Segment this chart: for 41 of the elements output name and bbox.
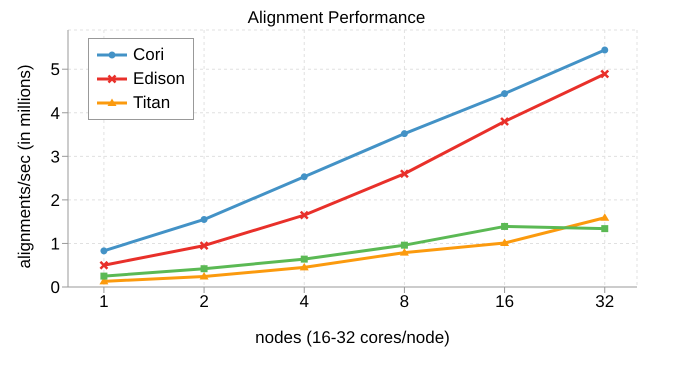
y-tick-label: 2 [50, 190, 60, 210]
x-tick-label: 1 [99, 292, 109, 312]
y-tick-label: 0 [50, 278, 60, 298]
point [501, 222, 508, 230]
legend-label: Titan [133, 93, 170, 113]
point [300, 262, 309, 270]
x-tick-label: 16 [495, 292, 514, 312]
x-tick-label: 8 [400, 292, 410, 312]
point [99, 260, 109, 270]
x-tick-label: 2 [199, 292, 209, 312]
point [400, 248, 409, 256]
y-tick-label: 4 [50, 104, 60, 123]
point [501, 90, 508, 98]
point [200, 272, 209, 280]
point [600, 213, 610, 221]
legend-label: Edison [133, 69, 185, 89]
point [300, 173, 308, 180]
y-axis-title: alignments/sec (in millions) [15, 64, 34, 268]
x-tick-label: 32 [595, 292, 614, 312]
point [100, 247, 108, 254]
point [400, 168, 410, 178]
point [300, 256, 308, 263]
point [100, 272, 108, 280]
point [199, 240, 209, 250]
y-tick-label: 5 [50, 60, 60, 80]
x-axis-title: nodes (16-32 cores/node) [255, 328, 450, 347]
point [400, 242, 408, 249]
point [500, 238, 510, 246]
y-tick-label: 3 [50, 147, 60, 166]
point [299, 210, 309, 220]
point [500, 116, 510, 126]
point [601, 225, 608, 232]
x-tick-label: 4 [300, 292, 309, 312]
point [600, 69, 610, 79]
point [601, 46, 608, 54]
point [200, 216, 208, 223]
chart-title: Alignment Performance [246, 8, 426, 28]
point [400, 130, 408, 138]
point [200, 265, 208, 272]
y-tick-label: 1 [50, 234, 60, 254]
legend-label: Cori [133, 45, 164, 65]
